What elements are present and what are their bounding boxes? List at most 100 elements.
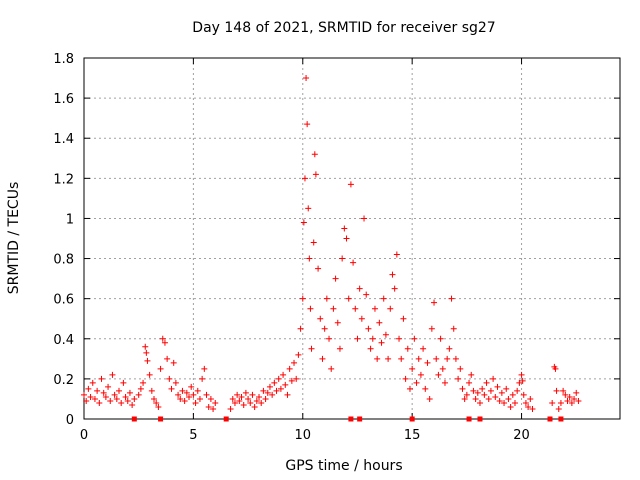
data-point (157, 365, 164, 372)
data-point (280, 371, 287, 378)
data-point (168, 385, 175, 392)
y-tick-label: 1.6 (53, 92, 74, 107)
data-point (557, 399, 564, 406)
y-tick-label: 1 (66, 212, 74, 227)
data-point (120, 379, 127, 386)
plot-frame (83, 57, 621, 420)
data-point (284, 391, 291, 398)
gap-marker (158, 416, 164, 422)
data-point (192, 399, 199, 406)
data-point (485, 395, 492, 402)
data-point (264, 389, 271, 396)
data-point (468, 371, 475, 378)
data-point (146, 371, 153, 378)
data-point (358, 315, 365, 322)
data-point (124, 397, 131, 404)
data-point (151, 395, 158, 402)
data-point (361, 215, 368, 222)
data-point (297, 325, 304, 332)
data-point (575, 397, 582, 404)
data-point (494, 383, 501, 390)
data-point (385, 355, 392, 362)
data-point (188, 383, 195, 390)
y-tick-label: 0 (66, 413, 74, 428)
data-point (227, 405, 234, 412)
x-tick-label: 0 (80, 428, 88, 443)
data-point (330, 305, 337, 312)
data-point (288, 377, 295, 384)
y-tick-label: 1.4 (53, 132, 74, 147)
data-point (417, 371, 424, 378)
data-point (229, 395, 236, 402)
y-axis-title: SRMTID / TECUs (6, 182, 22, 295)
data-point (129, 401, 136, 408)
data-point (369, 335, 376, 342)
y-tick-label: 1.2 (53, 172, 74, 187)
data-point (242, 389, 249, 396)
data-point (155, 403, 162, 410)
data-point (245, 395, 252, 402)
data-point (441, 379, 448, 386)
data-point (196, 395, 203, 402)
x-tick-label: 10 (295, 428, 312, 443)
data-point (552, 365, 559, 372)
data-point (406, 385, 413, 392)
data-point (411, 335, 418, 342)
data-point (356, 285, 363, 292)
data-point (295, 351, 302, 358)
data-point (282, 381, 289, 388)
data-point (299, 295, 306, 302)
data-point (291, 359, 298, 366)
data-point (181, 397, 188, 404)
data-point (492, 393, 499, 400)
data-point (111, 391, 118, 398)
gap-marker (409, 416, 415, 422)
data-point (240, 401, 247, 408)
data-point (275, 375, 282, 382)
gap-marker (357, 416, 363, 422)
data-point (172, 379, 179, 386)
data-point (190, 391, 197, 398)
data-point (573, 389, 580, 396)
data-point (352, 305, 359, 312)
x-tick-label: 20 (513, 428, 530, 443)
data-point (476, 399, 483, 406)
data-point (571, 395, 578, 402)
data-point (140, 379, 147, 386)
data-point (496, 397, 503, 404)
data-point (266, 383, 273, 390)
data-point (463, 391, 470, 398)
gap-marker (477, 416, 483, 422)
data-point (549, 399, 556, 406)
data-point (113, 395, 120, 402)
data-point (413, 379, 420, 386)
data-point (564, 397, 571, 404)
chart-title: Day 148 of 2021, SRMTID for receiver sg2… (192, 20, 495, 36)
data-point (153, 399, 160, 406)
data-point (307, 305, 314, 312)
data-point (553, 387, 560, 394)
data-point (148, 387, 155, 394)
data-point (315, 265, 322, 272)
x-tick-label: 15 (404, 428, 421, 443)
data-point (391, 285, 398, 292)
data-point (207, 395, 214, 402)
data-point (433, 355, 440, 362)
data-point (448, 295, 455, 302)
data-points (81, 75, 582, 412)
y-tick-label: 0.8 (53, 253, 74, 268)
data-point (387, 305, 394, 312)
data-point (91, 395, 98, 402)
data-point (435, 371, 442, 378)
data-point (503, 385, 510, 392)
data-point (251, 403, 258, 410)
data-point (126, 389, 133, 396)
data-point (304, 121, 311, 128)
data-point (474, 389, 481, 396)
data-point (519, 377, 526, 384)
gap-marker (466, 416, 472, 422)
data-point (303, 75, 310, 82)
data-point (420, 345, 427, 352)
data-point (83, 397, 90, 404)
data-point (269, 391, 276, 398)
